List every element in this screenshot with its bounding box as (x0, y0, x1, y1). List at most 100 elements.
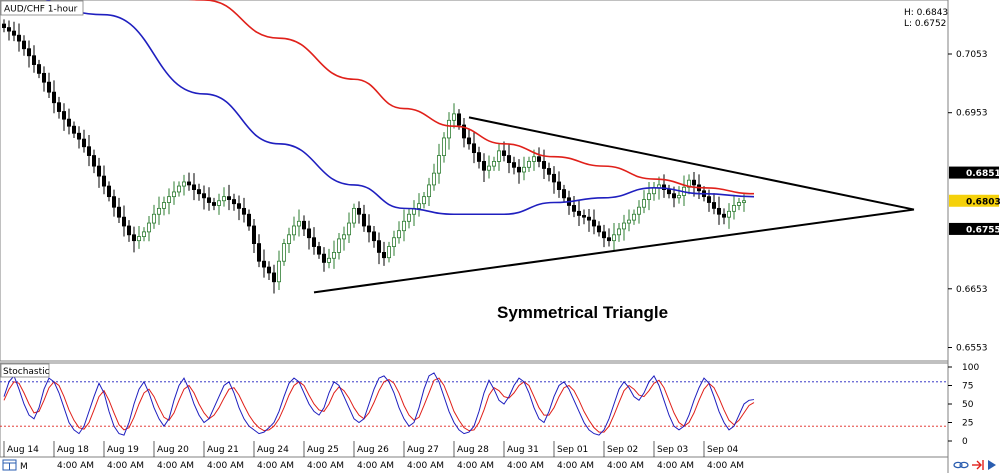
date-tick-label: Aug 25 (307, 445, 339, 455)
candle-body (26, 48, 31, 57)
candle-body (301, 220, 306, 230)
candle-body (32, 55, 37, 65)
date-tick-label: Aug 20 (157, 445, 189, 455)
symbol-label: AUD/CHF 1-hour (4, 5, 78, 15)
price-pane[interactable] (0, 0, 949, 362)
time-tick-label: 4:00 AM (607, 461, 644, 471)
date-tick-label: Aug 31 (507, 445, 539, 455)
candle-body (572, 205, 577, 212)
date-tick-label: Aug 28 (457, 445, 489, 455)
candle-body (72, 125, 77, 134)
candle-body (146, 222, 151, 233)
candle-body (522, 166, 527, 173)
date-tick-label: Sep 03 (657, 445, 688, 455)
time-tick-label: 4:00 AM (407, 461, 444, 471)
candle-body (166, 196, 171, 203)
date-tick-label: Aug 19 (107, 445, 139, 455)
date-tick-label: Aug 18 (57, 445, 89, 455)
candle-body (426, 184, 431, 198)
time-tick-label: 4:00 AM (307, 461, 344, 471)
candle-body (371, 231, 376, 242)
candle-body (662, 184, 667, 190)
date-tick-label: Aug 21 (207, 445, 239, 455)
stochastic-pane[interactable] (0, 362, 949, 458)
candle-body (376, 240, 381, 253)
candle-body (421, 196, 426, 205)
candle-body (296, 220, 301, 227)
candle-body (592, 219, 597, 227)
candle-body (246, 213, 251, 227)
upper-trendline[interactable] (468, 116, 915, 211)
candle-body (326, 257, 331, 263)
scroll-right-icon[interactable] (988, 460, 996, 470)
candle-body (251, 225, 256, 245)
candle-body (712, 202, 717, 209)
price-badge-label: 0.6803 (966, 197, 1000, 207)
candle-body (366, 225, 371, 233)
candlestick-series (2, 19, 747, 294)
candle-body (77, 132, 82, 140)
candle-body (42, 72, 47, 83)
moving-average-slow (188, 0, 755, 195)
toolbar-left-label[interactable]: M (20, 462, 28, 472)
candle-body (7, 27, 12, 32)
time-tick-label: 4:00 AM (257, 461, 294, 471)
candle-body (627, 219, 632, 224)
candle-body (386, 246, 391, 259)
candle-body (471, 143, 476, 154)
candle-body (261, 260, 266, 268)
candle-body (266, 266, 271, 274)
price-tick-label: 0.6653 (956, 285, 988, 295)
lower-trendline[interactable] (313, 208, 915, 294)
candle-body (717, 207, 722, 215)
candle-body (117, 206, 122, 218)
candle-body (672, 193, 677, 199)
candle-body (431, 172, 436, 186)
stochastic-axis: 100 75 50 25 0 (948, 363, 979, 447)
time-tick-label: 4:00 AM (207, 461, 244, 471)
candle-body (727, 210, 732, 218)
candle-body (52, 91, 57, 104)
candle-body (107, 185, 112, 198)
candle-body (481, 161, 486, 171)
window-layout-icon[interactable] (2, 459, 17, 471)
candle-body (62, 111, 67, 120)
candle-body (37, 64, 42, 74)
candle-body (577, 210, 582, 216)
candle-body (181, 181, 186, 187)
candle-body (351, 207, 356, 224)
candle-body (562, 189, 567, 199)
candle-body (92, 155, 97, 167)
candle-body (642, 199, 647, 208)
candle-body (236, 203, 241, 209)
candle-body (97, 165, 102, 177)
candle-body (271, 272, 276, 283)
stochastic-k-line (3, 372, 755, 436)
candle-body (87, 146, 92, 156)
candle-body (311, 237, 316, 247)
candle-body (381, 252, 386, 259)
candle-body (652, 187, 657, 195)
candle-body (241, 207, 246, 215)
price-axis: 0.7053 0.6953 0.6653 0.6553 (948, 50, 988, 353)
crosshair-arrow-icon[interactable] (972, 460, 984, 470)
candle-body (336, 238, 341, 253)
stochastic-tick-label: 50 (962, 400, 974, 410)
candle-body (602, 231, 607, 239)
candle-body (501, 150, 506, 156)
stochastic-d-line (3, 377, 755, 433)
stochastic-label-box (0, 363, 50, 378)
candle-body (122, 216, 127, 227)
candle-body (286, 234, 291, 245)
date-tick-label: Sep 02 (607, 445, 638, 455)
date-tick-label: Aug 14 (7, 445, 39, 455)
link-chain-icon[interactable] (953, 461, 969, 469)
candle-body (486, 165, 491, 171)
candle-body (291, 225, 296, 236)
time-tick-label: 4:00 AM (557, 461, 594, 471)
candle-body (186, 181, 191, 186)
candle-body (597, 225, 602, 233)
candle-body (156, 207, 161, 215)
